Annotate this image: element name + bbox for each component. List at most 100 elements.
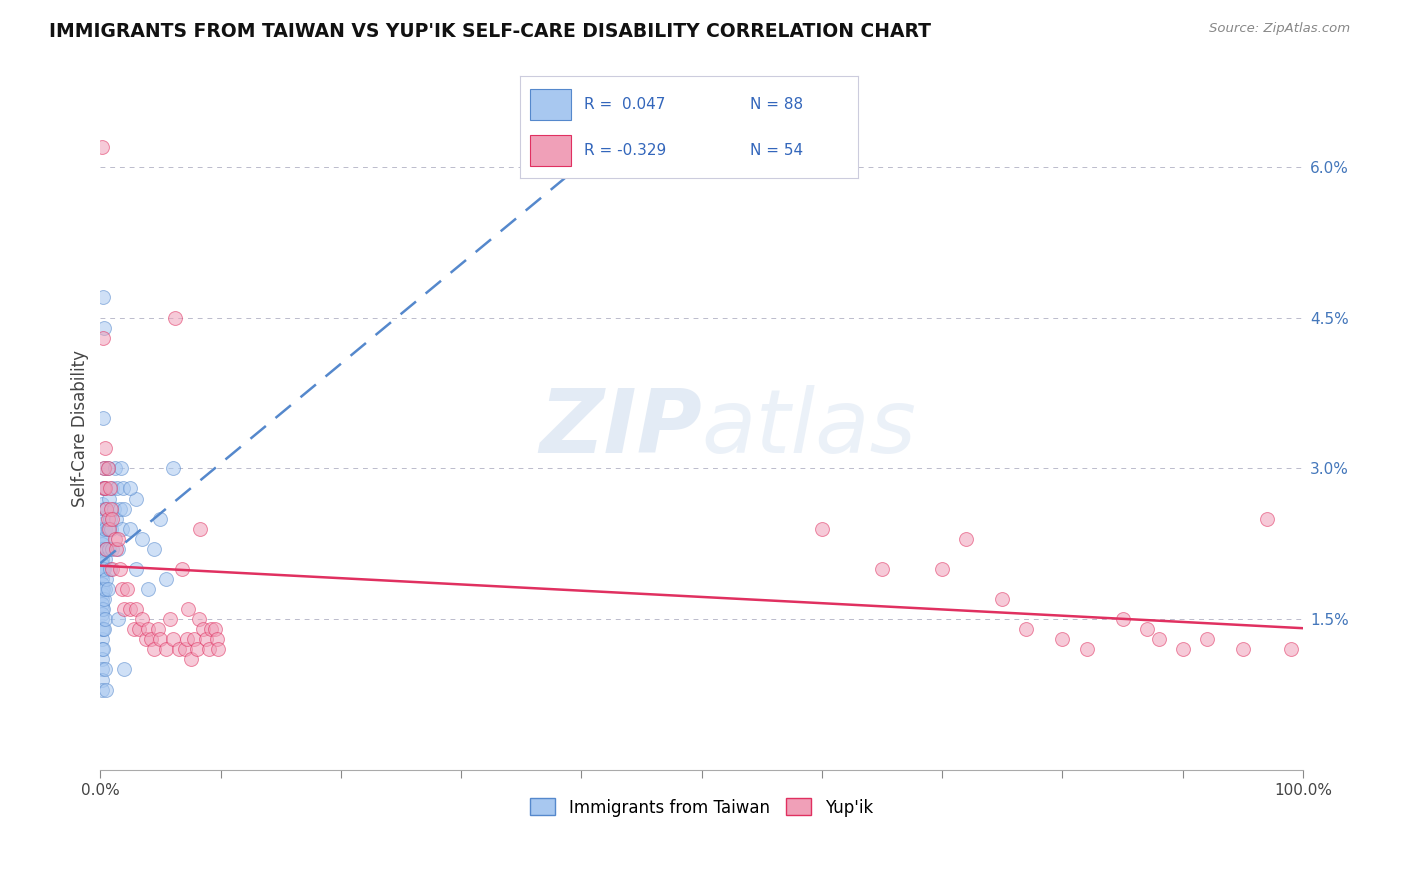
Legend: Immigrants from Taiwan, Yup'ik: Immigrants from Taiwan, Yup'ik bbox=[523, 792, 880, 823]
Point bbox=[90, 572, 112, 586]
Point bbox=[1256, 511, 1278, 525]
Point bbox=[93, 562, 115, 576]
Point bbox=[125, 602, 148, 616]
Point bbox=[204, 622, 226, 636]
Point bbox=[195, 632, 218, 647]
Point bbox=[91, 642, 114, 657]
Point bbox=[135, 632, 157, 647]
Point bbox=[97, 511, 120, 525]
Point bbox=[90, 642, 112, 657]
Point bbox=[991, 592, 1014, 607]
Y-axis label: Self-Care Disability: Self-Care Disability bbox=[72, 350, 89, 507]
Point bbox=[870, 562, 893, 576]
Text: N = 54: N = 54 bbox=[749, 144, 803, 158]
Point bbox=[125, 491, 148, 506]
Point bbox=[163, 310, 186, 325]
Point bbox=[112, 501, 135, 516]
Point bbox=[90, 516, 112, 531]
Point bbox=[96, 572, 118, 586]
Point bbox=[91, 562, 114, 576]
Point bbox=[155, 572, 177, 586]
Point bbox=[96, 541, 118, 556]
Point bbox=[143, 541, 166, 556]
Point bbox=[811, 522, 834, 536]
Point bbox=[94, 522, 117, 536]
Point bbox=[112, 663, 135, 677]
Text: N = 88: N = 88 bbox=[749, 97, 803, 112]
Point bbox=[183, 632, 205, 647]
Point bbox=[1171, 642, 1194, 657]
Point bbox=[94, 582, 117, 596]
Point bbox=[90, 139, 112, 153]
Point bbox=[93, 532, 115, 546]
Point bbox=[186, 642, 208, 657]
Point bbox=[90, 526, 112, 541]
Point bbox=[1076, 642, 1098, 657]
Point bbox=[97, 461, 120, 475]
Point bbox=[97, 491, 120, 506]
Point bbox=[90, 607, 112, 622]
Point bbox=[94, 663, 117, 677]
Point bbox=[91, 511, 114, 525]
Point bbox=[97, 582, 120, 596]
Point bbox=[90, 557, 112, 571]
Point bbox=[90, 497, 112, 511]
Point bbox=[149, 511, 172, 525]
Point bbox=[90, 541, 112, 556]
Point bbox=[90, 597, 112, 611]
Point bbox=[205, 632, 228, 647]
Point bbox=[91, 291, 114, 305]
Point bbox=[188, 522, 211, 536]
Point bbox=[1232, 642, 1254, 657]
Point bbox=[1279, 642, 1302, 657]
Point bbox=[146, 622, 169, 636]
Point bbox=[98, 482, 121, 496]
Point bbox=[200, 622, 222, 636]
Point bbox=[931, 562, 953, 576]
Point bbox=[91, 541, 114, 556]
Point bbox=[96, 682, 118, 697]
Point bbox=[101, 562, 124, 576]
Point bbox=[93, 320, 115, 334]
Point bbox=[112, 482, 135, 496]
Point bbox=[104, 532, 127, 546]
Point bbox=[96, 501, 118, 516]
Point bbox=[101, 482, 124, 496]
Point bbox=[90, 602, 112, 616]
Point bbox=[96, 501, 118, 516]
Point bbox=[112, 602, 135, 616]
Point bbox=[120, 522, 142, 536]
Point bbox=[139, 632, 162, 647]
Point bbox=[104, 511, 127, 525]
Point bbox=[105, 482, 128, 496]
Point bbox=[91, 582, 114, 596]
Point bbox=[90, 522, 112, 536]
Point bbox=[138, 582, 160, 596]
Point bbox=[191, 622, 214, 636]
Point bbox=[103, 501, 125, 516]
Point bbox=[188, 612, 211, 626]
Text: ZIP: ZIP bbox=[538, 384, 702, 472]
Point bbox=[104, 461, 127, 475]
Point bbox=[159, 612, 181, 626]
Point bbox=[108, 501, 131, 516]
Point bbox=[177, 602, 200, 616]
Point bbox=[97, 522, 120, 536]
Point bbox=[90, 537, 112, 551]
FancyBboxPatch shape bbox=[530, 136, 571, 166]
Point bbox=[90, 663, 112, 677]
Point bbox=[162, 461, 184, 475]
Point bbox=[111, 582, 134, 596]
Point bbox=[90, 682, 112, 697]
Point bbox=[90, 552, 112, 566]
Point bbox=[149, 632, 172, 647]
Point bbox=[172, 562, 194, 576]
Point bbox=[115, 582, 138, 596]
Point bbox=[1052, 632, 1074, 647]
Point bbox=[173, 642, 195, 657]
Point bbox=[90, 562, 112, 576]
Point bbox=[155, 642, 177, 657]
Point bbox=[100, 501, 122, 516]
Point bbox=[1195, 632, 1218, 647]
Point bbox=[93, 592, 115, 607]
